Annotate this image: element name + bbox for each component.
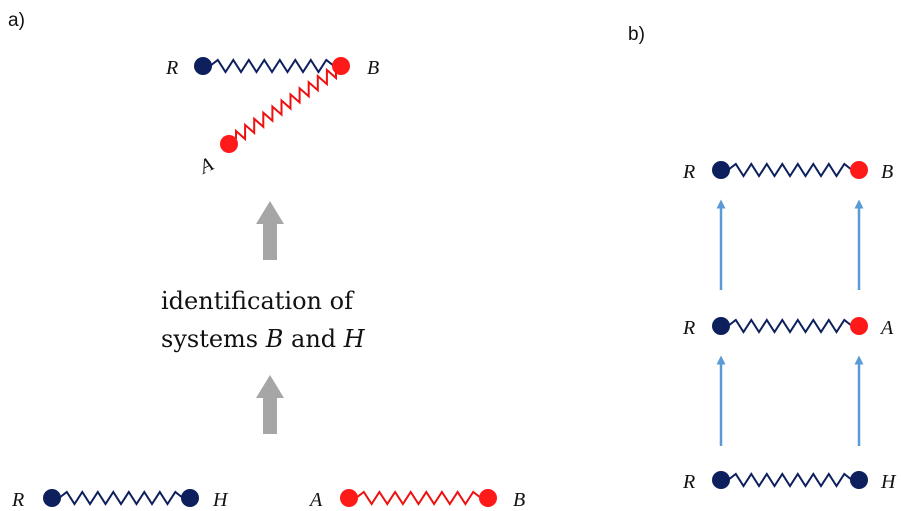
label-h: H (212, 489, 229, 511)
label-h: H (880, 471, 897, 493)
node-r (43, 489, 61, 507)
label-b: B (367, 57, 379, 79)
label-r: R (682, 317, 695, 339)
panel-b-row-r-a: R A (682, 317, 894, 339)
caption-line-1: identification of (161, 287, 355, 315)
caption-var-b: B (265, 325, 284, 353)
zigzag-a-b (235, 67, 337, 142)
caption-var-h: H (343, 325, 366, 353)
node-r (712, 161, 730, 179)
zigzag-r-b (209, 58, 335, 74)
node-r (712, 317, 730, 335)
panel-a-system-r-h: R H (11, 489, 229, 511)
label-r: R (682, 471, 695, 493)
panel-b-label: b) (628, 24, 645, 45)
panel-a-label: a) (8, 10, 25, 31)
gray-up-arrow-bottom (256, 375, 284, 434)
node-b (479, 489, 497, 507)
caption-connector: and (283, 325, 343, 353)
label-r: R (682, 161, 695, 183)
panel-a-top-system: R B A (165, 57, 379, 179)
node-a (340, 489, 358, 507)
label-r: R (11, 489, 24, 511)
zigzag-r-b (727, 162, 853, 178)
panel-b-row-r-b: R B (682, 161, 893, 183)
panel-b-row-r-h: R H (682, 471, 897, 493)
zigzag-r-a (727, 318, 853, 334)
label-b: B (513, 489, 525, 511)
label-a: A (879, 317, 894, 339)
node-b (332, 57, 350, 75)
label-a: A (308, 489, 323, 511)
label-r: R (165, 57, 178, 79)
zigzag-r-h (727, 472, 853, 488)
node-h (850, 471, 868, 489)
label-a: A (195, 153, 218, 179)
caption-prefix: systems (161, 325, 266, 353)
node-a (850, 317, 868, 335)
panel-a-system-a-b: A B (308, 489, 525, 511)
zigzag-r-h (58, 490, 184, 506)
node-r (712, 471, 730, 489)
node-r (194, 57, 212, 75)
zigzag-a-b-red (355, 490, 482, 506)
gray-up-arrow-top (256, 201, 284, 260)
node-b (850, 161, 868, 179)
node-h (181, 489, 199, 507)
label-b: B (881, 161, 893, 183)
node-a (220, 135, 238, 153)
caption-line-2: systems B and H (161, 325, 366, 353)
